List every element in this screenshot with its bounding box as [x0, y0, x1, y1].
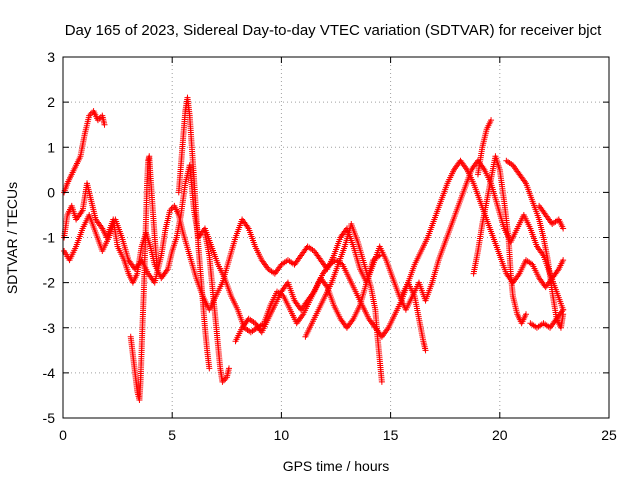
series-track-4 — [127, 153, 160, 403]
y-tick-label: -1 — [43, 230, 56, 246]
series-track-9 — [398, 279, 429, 354]
grid-lines — [63, 57, 609, 418]
data-point-plus — [488, 117, 495, 124]
x-axis-label: GPS time / hours — [283, 458, 390, 474]
series-track-11 — [470, 153, 530, 327]
y-tick-label: 3 — [47, 49, 55, 65]
x-tick-label: 10 — [274, 427, 290, 443]
data-points — [61, 94, 567, 403]
x-tick-label: 0 — [59, 427, 67, 443]
data-point-plus — [378, 378, 385, 385]
data-point-plus — [206, 365, 213, 372]
y-tick-label: -4 — [43, 365, 56, 381]
series-track-12 — [503, 157, 567, 331]
data-point-plus — [523, 311, 530, 318]
data-point-plus — [101, 121, 108, 128]
y-tick-label: 1 — [47, 139, 55, 155]
series-track-8 — [302, 220, 385, 385]
x-tick-label: 25 — [601, 427, 617, 443]
chart-title: Day 165 of 2023, Sidereal Day-to-day VTE… — [65, 22, 602, 39]
y-tick-label: 2 — [47, 94, 55, 110]
series-track-14 — [536, 202, 567, 232]
data-point-plus — [560, 306, 567, 313]
data-point-plus — [225, 365, 232, 372]
y-tick-label: -3 — [43, 320, 56, 336]
data-point-plus — [153, 261, 160, 268]
y-axis-label: SDTVAR / TECUs — [4, 182, 20, 294]
series-track-3 — [61, 108, 108, 196]
series-track-2 — [61, 157, 567, 313]
data-point-plus — [422, 347, 429, 354]
x-tick-label: 5 — [168, 427, 176, 443]
x-tick-label: 15 — [383, 427, 399, 443]
y-tick-label: -5 — [43, 410, 56, 426]
data-point-plus — [376, 252, 383, 259]
data-point-plus — [560, 225, 567, 232]
y-tick-label: -2 — [43, 275, 56, 291]
series-track-6 — [201, 229, 232, 385]
y-tick-label: 0 — [47, 184, 55, 200]
x-tick-label: 20 — [492, 427, 508, 443]
axis-ticks: 0 5 10 15 20 25 -5 -4 -3 -2 -1 0 1 2 3 — [43, 49, 617, 443]
series-track-13 — [527, 306, 567, 331]
series-track-5 — [175, 94, 213, 372]
data-point-plus — [560, 257, 567, 264]
series-track-10 — [474, 117, 495, 178]
